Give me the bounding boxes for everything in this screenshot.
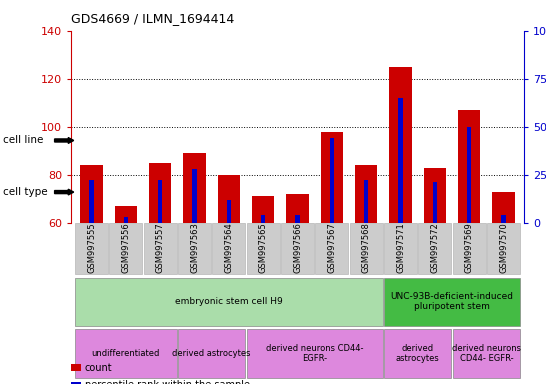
- Bar: [501, 215, 506, 223]
- Bar: [487, 223, 520, 274]
- Bar: [109, 223, 143, 274]
- Text: undifferentiated: undifferentiated: [92, 349, 160, 358]
- Bar: [384, 278, 520, 326]
- Text: cell line: cell line: [3, 136, 43, 146]
- Bar: [364, 180, 369, 223]
- Text: GSM997555: GSM997555: [87, 222, 96, 273]
- Bar: [178, 329, 245, 377]
- Bar: [316, 223, 348, 274]
- Text: embryonic stem cell H9: embryonic stem cell H9: [175, 297, 283, 306]
- Text: derived astrocytes: derived astrocytes: [173, 349, 251, 358]
- Bar: [90, 180, 94, 223]
- Bar: [247, 223, 280, 274]
- Bar: [453, 223, 486, 274]
- Text: count: count: [85, 363, 112, 373]
- Bar: [424, 167, 446, 223]
- Text: GSM997570: GSM997570: [499, 222, 508, 273]
- Text: GSM997568: GSM997568: [362, 222, 371, 273]
- Bar: [227, 200, 231, 223]
- Text: GSM997571: GSM997571: [396, 222, 405, 273]
- Text: derived neurons
CD44- EGFR-: derived neurons CD44- EGFR-: [452, 344, 521, 363]
- Text: GSM997569: GSM997569: [465, 222, 474, 273]
- Text: derived neurons CD44-
EGFR-: derived neurons CD44- EGFR-: [266, 344, 364, 363]
- Bar: [149, 163, 171, 223]
- Text: GSM997556: GSM997556: [121, 222, 130, 273]
- Bar: [432, 182, 437, 223]
- Bar: [192, 169, 197, 223]
- Text: GDS4669 / ILMN_1694414: GDS4669 / ILMN_1694414: [71, 12, 234, 25]
- Bar: [418, 223, 452, 274]
- Bar: [384, 329, 452, 377]
- Bar: [295, 215, 300, 223]
- Bar: [261, 215, 265, 223]
- Bar: [158, 180, 163, 223]
- Text: cell type: cell type: [3, 187, 48, 197]
- Bar: [80, 165, 103, 223]
- Bar: [389, 67, 412, 223]
- Bar: [287, 194, 308, 223]
- Text: GSM997563: GSM997563: [190, 222, 199, 273]
- Bar: [115, 206, 137, 223]
- Bar: [492, 192, 515, 223]
- Bar: [75, 223, 108, 274]
- Text: UNC-93B-deficient-induced
pluripotent stem: UNC-93B-deficient-induced pluripotent st…: [390, 292, 514, 311]
- Text: GSM997567: GSM997567: [328, 222, 336, 273]
- Bar: [355, 165, 377, 223]
- Text: GSM997566: GSM997566: [293, 222, 302, 273]
- Bar: [350, 223, 383, 274]
- Bar: [281, 223, 314, 274]
- Bar: [384, 223, 417, 274]
- Bar: [124, 217, 128, 223]
- Bar: [183, 153, 206, 223]
- Text: GSM997557: GSM997557: [156, 222, 165, 273]
- Text: GSM997572: GSM997572: [430, 222, 440, 273]
- Bar: [218, 175, 240, 223]
- Bar: [467, 127, 471, 223]
- Text: percentile rank within the sample: percentile rank within the sample: [85, 380, 250, 384]
- Bar: [330, 138, 334, 223]
- Bar: [453, 329, 520, 377]
- Bar: [247, 329, 383, 377]
- Bar: [144, 223, 177, 274]
- Bar: [458, 110, 480, 223]
- Bar: [75, 329, 177, 377]
- Bar: [212, 223, 245, 274]
- Text: derived
astrocytes: derived astrocytes: [396, 344, 440, 363]
- Bar: [321, 131, 343, 223]
- Bar: [399, 98, 403, 223]
- Text: GSM997565: GSM997565: [259, 222, 268, 273]
- Text: GSM997564: GSM997564: [224, 222, 233, 273]
- Bar: [75, 278, 383, 326]
- Bar: [178, 223, 211, 274]
- Bar: [252, 196, 275, 223]
